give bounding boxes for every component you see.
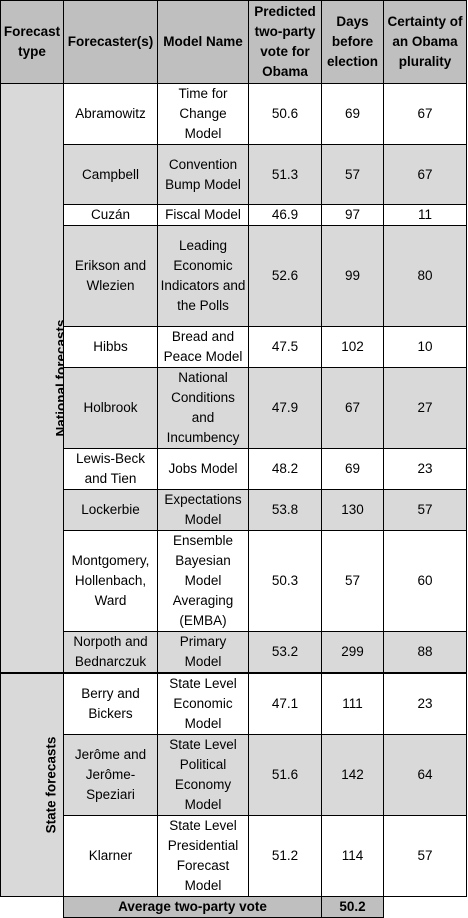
days-cell: 69 [321,448,384,490]
model-cell: State Level Political Economy Model [157,734,249,816]
group-state: State forecasts [0,672,64,897]
vote-cell: 50.3 [248,530,322,632]
header-model-name: Model Name [157,0,249,84]
vote-cell: 47.9 [248,367,322,449]
model-cell: Convention Bump Model [157,144,249,205]
forecaster-cell: Montgomery, Hollenbach, Ward [63,530,158,632]
average-spacer [0,896,64,918]
model-cell: Time for Change Model [157,83,249,145]
days-cell: 114 [321,815,384,897]
days-cell: 69 [321,83,384,145]
table-row: Holbrook National Conditions and Incumbe… [1,367,467,449]
vote-cell: 53.2 [248,631,322,674]
forecaster-cell: Hibbs [63,326,158,368]
forecaster-cell: Erikson and Wlezien [63,225,158,327]
table-row: Norpoth and Bednarczuk Primary Model 53.… [1,631,467,674]
certainty-cell: 57 [383,489,467,531]
header-forecast-type: Forecast type [0,0,64,84]
model-cell: National Conditions and Incumbency [157,367,249,449]
forecaster-cell: Lewis-Beck and Tien [63,448,158,490]
vote-cell: 46.9 [248,204,322,226]
header-forecasters: Forecaster(s) [63,0,158,84]
certainty-cell: 88 [383,631,467,674]
forecaster-cell: Holbrook [63,367,158,449]
average-row: Average two-party vote 50.2 [0,896,467,918]
certainty-cell: 23 [383,448,467,490]
vote-cell: 48.2 [248,448,322,490]
forecaster-cell: Berry and Bickers [63,672,158,735]
certainty-cell: 10 [383,326,467,368]
model-cell: State Level Economic Model [157,672,249,735]
table-row: Lockerbie Expectations Model 53.8 130 57 [1,489,467,531]
forecaster-cell: Abramowitz [63,83,158,145]
certainty-cell: 60 [383,530,467,632]
model-cell: Primary Model [157,631,249,674]
average-value: 50.2 [321,896,384,918]
vote-cell: 50.6 [248,83,322,145]
vote-cell: 51.3 [248,144,322,205]
certainty-cell: 27 [383,367,467,449]
days-cell: 67 [321,367,384,449]
forecaster-cell: Klarner [63,815,158,897]
days-cell: 142 [321,734,384,816]
certainty-cell: 23 [383,672,467,735]
header-predicted-vote: Predicted two-party vote for Obama [248,0,322,84]
table-row: Campbell Convention Bump Model 51.3 57 6… [1,144,467,205]
forecaster-cell: Cuzán [63,204,158,226]
table-row: Cuzán Fiscal Model 46.9 97 11 [1,204,467,226]
average-label: Average two-party vote [63,896,322,918]
table-row: State forecasts Berry and Bickers State … [0,672,467,897]
vote-cell: 47.1 [248,672,322,735]
days-cell: 99 [321,225,384,327]
table-row: Montgomery, Hollenbach, Ward Ensemble Ba… [1,530,467,632]
days-cell: 111 [321,672,384,735]
average-spacer [383,896,467,918]
model-cell: Fiscal Model [157,204,249,226]
days-cell: 102 [321,326,384,368]
model-cell: Jobs Model [157,448,249,490]
header-row: Forecast type Forecaster(s) Model Name P… [0,0,467,84]
table-row: Erikson and Wlezien Leading Economic Ind… [1,225,467,327]
model-cell: State Level Presidential Forecast Model [157,815,249,897]
table-row: National forecasts Abramowitz Time for C… [0,83,467,674]
forecaster-cell: Lockerbie [63,489,158,531]
table-row: Klarner State Level Presidential Forecas… [1,815,467,897]
model-cell: Bread and Peace Model [157,326,249,368]
certainty-cell: 64 [383,734,467,816]
group-state-label: State forecasts [43,736,59,834]
certainty-cell: 67 [383,144,467,205]
model-cell: Leading Economic Indicators and the Poll… [157,225,249,327]
header-certainty: Certainty of an Obama plurality [383,0,467,84]
vote-cell: 52.6 [248,225,322,327]
table-row: Lewis-Beck and Tien Jobs Model 48.2 69 2… [1,448,467,490]
vote-cell: 47.5 [248,326,322,368]
vote-cell: 51.6 [248,734,322,816]
days-cell: 299 [321,631,384,674]
table-row: Hibbs Bread and Peace Model 47.5 102 10 [1,326,467,368]
header-days-before: Days before election [321,0,384,84]
group-national-label: National forecasts [53,319,64,437]
days-cell: 57 [321,530,384,632]
certainty-cell: 11 [383,204,467,226]
model-cell: Expectations Model [157,489,249,531]
days-cell: 97 [321,204,384,226]
certainty-cell: 80 [383,225,467,327]
certainty-cell: 57 [383,815,467,897]
days-cell: 130 [321,489,384,531]
group-national: National forecasts [0,83,64,674]
model-cell: Ensemble Bayesian Model Averaging (EMBA) [157,530,249,632]
vote-cell: 51.2 [248,815,322,897]
days-cell: 57 [321,144,384,205]
forecaster-cell: Campbell [63,144,158,205]
certainty-cell: 67 [383,83,467,145]
table-row: Jerôme and Jerôme-Speziari State Level P… [1,734,467,816]
vote-cell: 53.8 [248,489,322,531]
forecaster-cell: Jerôme and Jerôme-Speziari [63,734,158,816]
forecaster-cell: Norpoth and Bednarczuk [63,631,158,674]
